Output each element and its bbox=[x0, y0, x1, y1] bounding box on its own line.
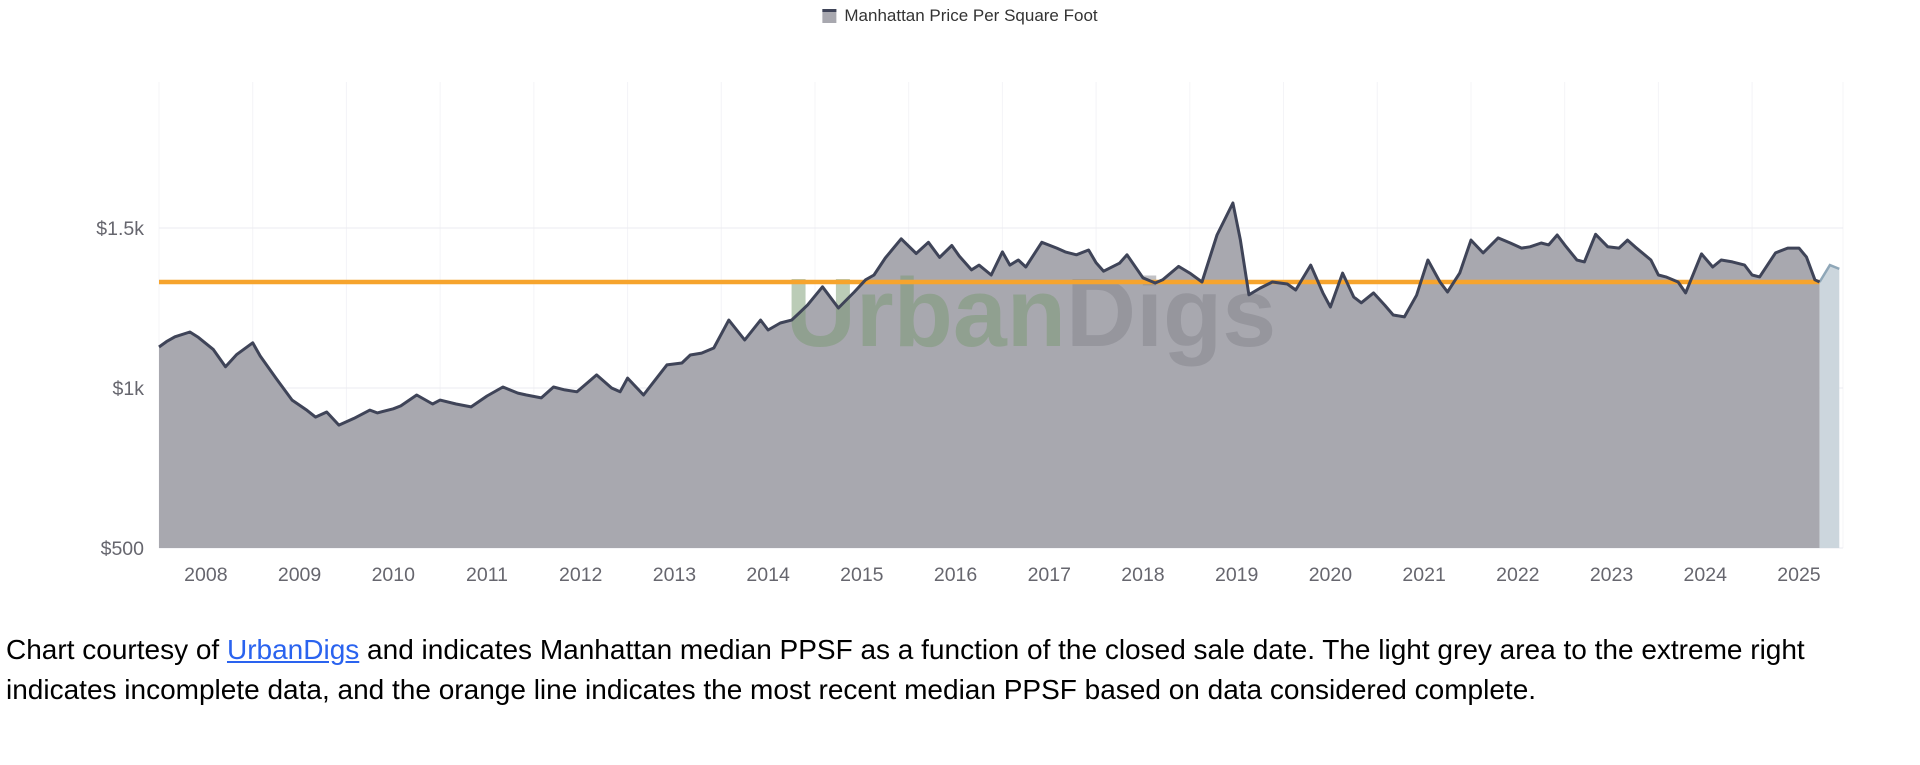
legend-item[interactable]: Manhattan Price Per Square Foot bbox=[822, 6, 1098, 26]
x-axis-tick-label: 2012 bbox=[559, 564, 602, 586]
x-axis-tick-label: 2013 bbox=[653, 564, 696, 586]
x-axis-tick-label: 2011 bbox=[466, 564, 508, 586]
y-axis-tick-label: $1.5k bbox=[96, 218, 144, 240]
x-axis-tick-label: 2008 bbox=[184, 564, 227, 586]
x-axis-tick-label: 2020 bbox=[1309, 564, 1353, 586]
caption: Chart courtesy of UrbanDigs and indicate… bbox=[6, 630, 1896, 710]
incomplete-data-area bbox=[1819, 265, 1840, 548]
urbandigs-watermark: UrbanDigs bbox=[786, 258, 1276, 367]
legend-area-swatch-icon bbox=[822, 9, 837, 23]
caption-text-after-link: and indicates Manhattan median PPSF as a… bbox=[6, 634, 1805, 705]
x-axis-tick-label: 2010 bbox=[372, 564, 416, 586]
x-axis-tick-label: 2024 bbox=[1684, 564, 1728, 586]
caption-text-before-link: Chart courtesy of bbox=[6, 634, 227, 665]
urbandigs-link[interactable]: UrbanDigs bbox=[226, 634, 360, 665]
incomplete-series-line bbox=[1818, 263, 1840, 283]
x-axis-tick-label: 2017 bbox=[1028, 564, 1071, 586]
x-axis-tick-label: 2021 bbox=[1402, 564, 1445, 586]
price-per-square-foot-chart: UrbanDigs $500 $1k $1.5k 2008 2009 2010 2011 201… bbox=[96, 82, 1844, 586]
x-axis-tick-label: 2023 bbox=[1590, 564, 1633, 586]
x-axis-tick-label: 2018 bbox=[1121, 564, 1164, 586]
complete-data-area bbox=[159, 203, 1820, 548]
x-axis-tick-label: 2022 bbox=[1496, 564, 1539, 586]
y-axis-tick-label: $500 bbox=[101, 538, 145, 560]
x-axis-tick-label: 2016 bbox=[934, 564, 977, 586]
complete-series-line bbox=[158, 201, 1821, 427]
x-axis-tick-label: 2009 bbox=[278, 564, 321, 586]
x-axis-tick-label: 2019 bbox=[1215, 564, 1258, 586]
x-axis-tick-label: 2014 bbox=[746, 564, 790, 586]
x-axis-tick-label: 2015 bbox=[840, 564, 884, 586]
y-axis-tick-label: $1k bbox=[113, 378, 145, 400]
x-axis-tick-label: 2025 bbox=[1777, 564, 1821, 586]
legend-label: Manhattan Price Per Square Foot bbox=[844, 6, 1098, 25]
